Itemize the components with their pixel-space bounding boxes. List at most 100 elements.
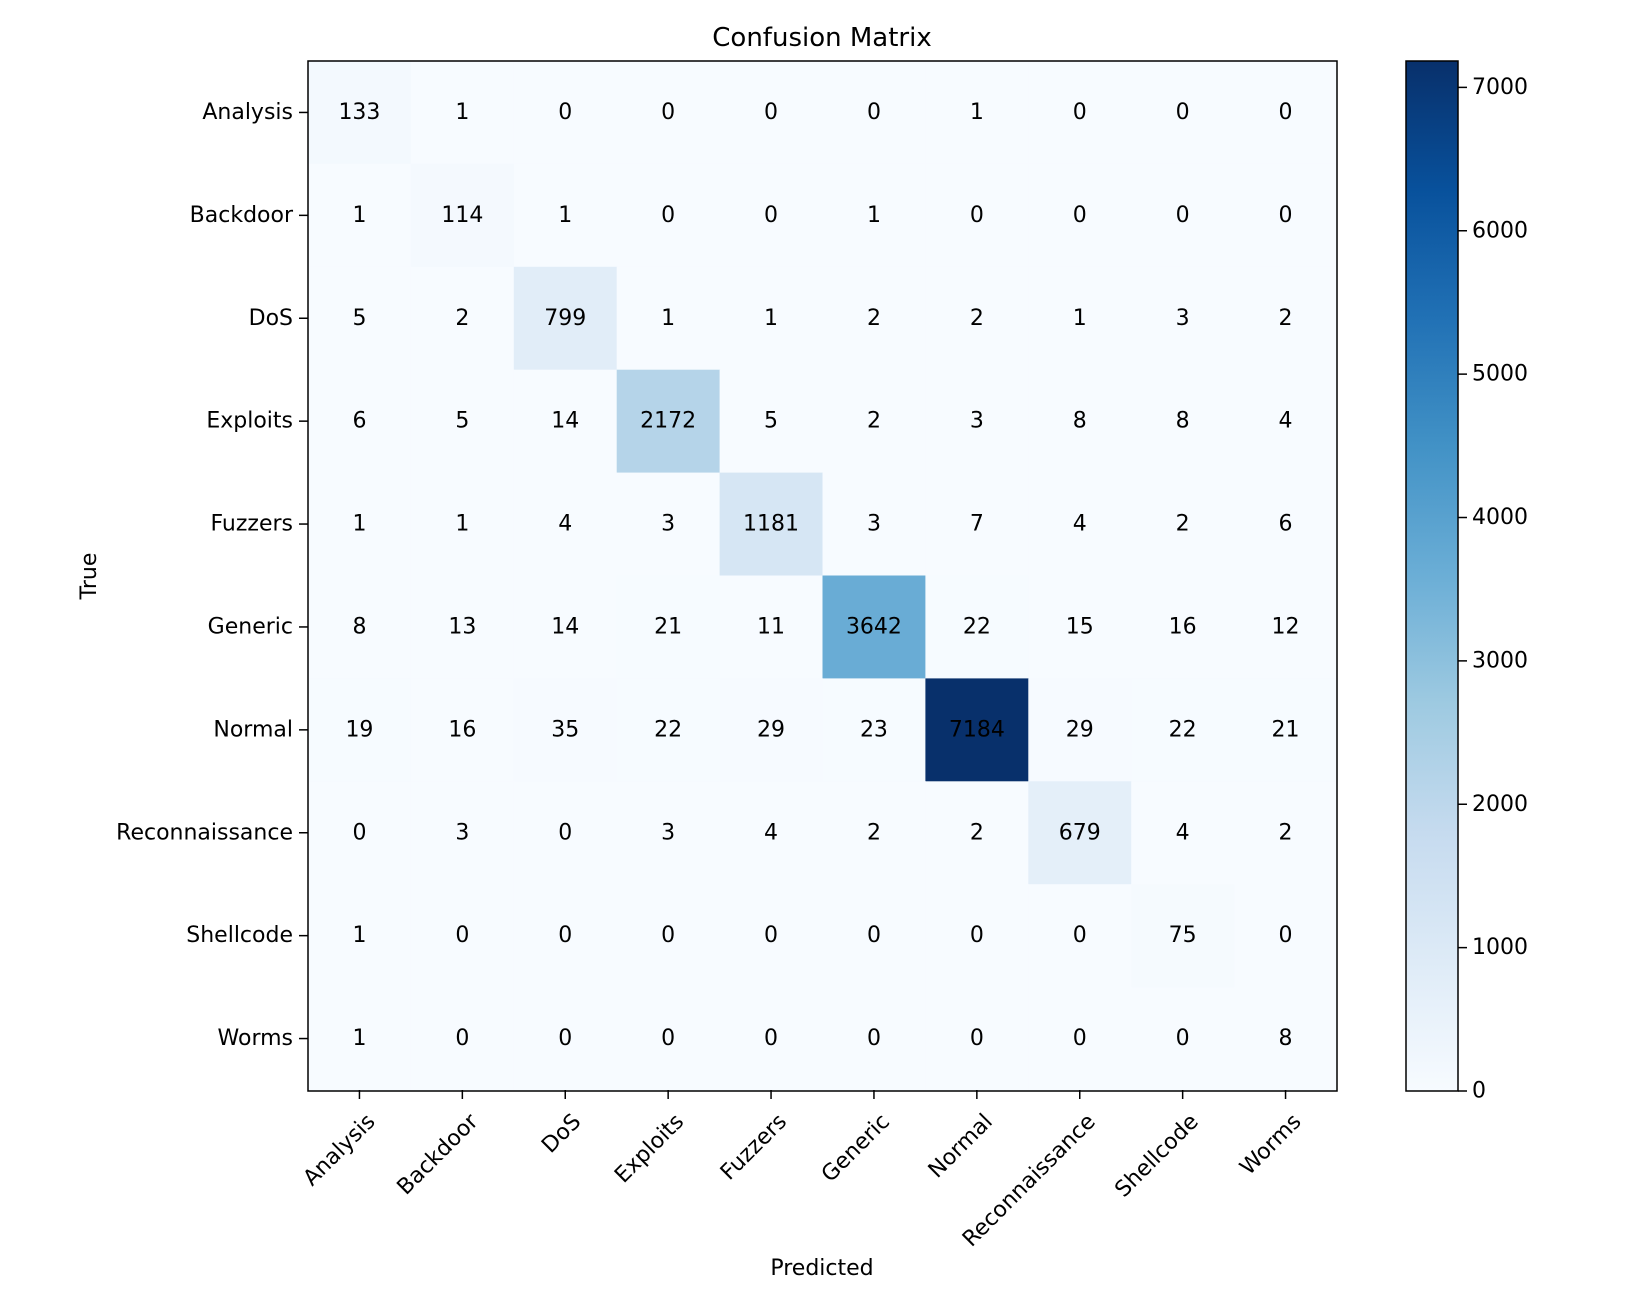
- cell-value-label: 5: [455, 409, 469, 434]
- cell-value-label: 3: [867, 512, 881, 537]
- heatmap-cell: [1028, 575, 1132, 679]
- heatmap-cell: [616, 781, 721, 885]
- colorbar-tick-label: 3000: [1472, 648, 1528, 673]
- heatmap-cell: [410, 678, 515, 782]
- cell-value-label: 21: [1272, 717, 1300, 742]
- heatmap-cell: [1234, 884, 1338, 988]
- cell-value-label: 23: [860, 717, 888, 742]
- cell-value-label: 16: [1169, 614, 1197, 639]
- cell-value-label: 2: [1279, 306, 1293, 331]
- cell-value-label: 8: [1176, 409, 1190, 434]
- cell-value-label: 3642: [846, 614, 902, 639]
- cell-value-label: 0: [1279, 203, 1293, 228]
- y-tick-label: Normal: [213, 717, 293, 742]
- heatmap-cell: [1028, 369, 1132, 474]
- cell-value-label: 1: [558, 203, 572, 228]
- colorbar-tick-label: 2000: [1472, 792, 1528, 817]
- cell-value-label: 11: [757, 614, 785, 639]
- heatmap-cell: [719, 884, 824, 988]
- cell-value-label: 6: [1279, 512, 1293, 537]
- cell-value-label: 0: [558, 100, 572, 125]
- cell-value-label: 8: [1073, 409, 1087, 434]
- x-tick-label: Exploits: [610, 1109, 689, 1188]
- heatmap-cell: [1131, 884, 1235, 988]
- heatmap-cell: [513, 678, 618, 782]
- heatmap-cell: [1028, 781, 1132, 885]
- cell-value-label: 2: [455, 306, 469, 331]
- colorbar: [1405, 60, 1459, 1092]
- x-tick-label: DoS: [537, 1109, 586, 1158]
- heatmap-cell: [410, 472, 515, 577]
- cell-value-label: 0: [455, 923, 469, 948]
- heatmap-cell: [513, 575, 618, 679]
- y-tick-label: Exploits: [206, 409, 293, 434]
- cell-value-label: 0: [970, 923, 984, 948]
- cell-value-label: 1181: [743, 512, 799, 537]
- heatmap-cell: [822, 781, 926, 885]
- y-tick-label: Backdoor: [190, 203, 294, 228]
- cell-value-label: 15: [1066, 614, 1094, 639]
- cell-value-label: 0: [1073, 1026, 1087, 1051]
- heatmap-cell: [308, 472, 412, 577]
- y-tick-label: DoS: [249, 306, 293, 331]
- cell-value-label: 3: [970, 409, 984, 434]
- cell-value-label: 29: [757, 717, 785, 742]
- cell-value-label: 8: [352, 614, 366, 639]
- heatmap-cell: [513, 781, 618, 885]
- heatmap-cell: [1028, 472, 1132, 577]
- heatmap-cell: [1234, 163, 1338, 268]
- cell-value-label: 1: [352, 512, 366, 537]
- heatmap-cell: [308, 266, 412, 371]
- heatmap-cell: [308, 575, 412, 679]
- cell-value-label: 6: [352, 409, 366, 434]
- cell-value-label: 14: [551, 409, 579, 434]
- cell-value-label: 75: [1169, 923, 1197, 948]
- heatmap-cell: [925, 781, 1029, 885]
- heatmap-cell: [925, 163, 1029, 268]
- cell-value-label: 35: [551, 717, 579, 742]
- cell-value-label: 133: [338, 100, 380, 125]
- heatmap-cell: [925, 575, 1029, 679]
- cell-value-label: 3: [455, 820, 469, 845]
- heatmap-cell: [1028, 884, 1132, 988]
- y-tick-label: Reconnaissance: [116, 820, 293, 845]
- heatmap-cell: [925, 678, 1029, 782]
- heatmap-cell: [822, 987, 926, 1091]
- heatmap-cell: [1234, 575, 1338, 679]
- cell-value-label: 0: [661, 100, 675, 125]
- cell-value-label: 0: [867, 923, 881, 948]
- cell-value-label: 1: [352, 923, 366, 948]
- cell-value-label: 14: [551, 614, 579, 639]
- cell-value-label: 19: [345, 717, 373, 742]
- heatmap-cell: [719, 987, 824, 1091]
- heatmap-cell: [1234, 266, 1338, 371]
- heatmap-cell: [308, 884, 412, 988]
- heatmap-cell: [1131, 678, 1235, 782]
- cell-value-label: 4: [1279, 409, 1293, 434]
- cell-value-label: 1: [764, 306, 778, 331]
- cell-value-label: 1: [661, 306, 675, 331]
- cell-value-label: 5: [764, 409, 778, 434]
- cell-labels: 133 1 0 0 0 0 1 0 0 01 114 1 0 0 1 0 0 0 05 2 799 1 1 2 2 1 3 26 5 14…: [338, 100, 1299, 1051]
- cell-value-label: 799: [544, 306, 586, 331]
- heatmap-cell: [410, 781, 515, 885]
- heatmap-cell: [1234, 781, 1338, 885]
- colorbar-tick-label: 7000: [1472, 75, 1528, 100]
- cell-value-label: 0: [867, 100, 881, 125]
- heatmap-cell: [616, 266, 721, 371]
- heatmap-cell: [822, 266, 926, 371]
- cell-value-label: 8: [1279, 1026, 1293, 1051]
- cell-value-label: 22: [1169, 717, 1197, 742]
- y-tick-label: Fuzzers: [210, 512, 293, 537]
- heatmap-cell: [308, 987, 412, 1091]
- cell-value-label: 0: [558, 1026, 572, 1051]
- cell-value-label: 0: [970, 203, 984, 228]
- heatmap-cell: [1131, 369, 1235, 474]
- heatmap-cell: [410, 61, 515, 165]
- cell-value-label: 0: [661, 1026, 675, 1051]
- heatmap-cell: [719, 266, 824, 371]
- heatmap-cell: [513, 266, 618, 371]
- cell-value-label: 2: [867, 820, 881, 845]
- cell-value-label: 1: [867, 203, 881, 228]
- cell-value-label: 1: [1073, 306, 1087, 331]
